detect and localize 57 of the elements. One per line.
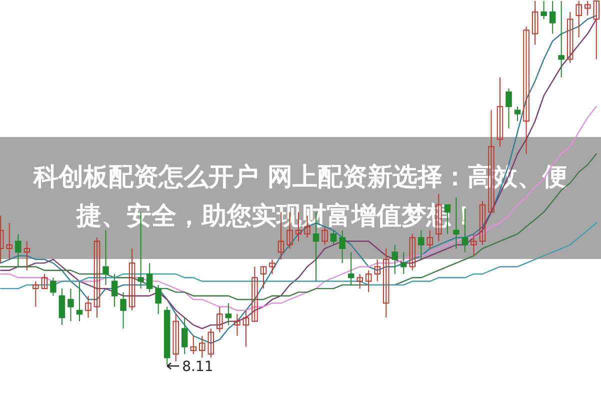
- candlestick: [102, 230, 109, 286]
- candlestick: [549, 0, 556, 34]
- candlestick: [85, 295, 92, 318]
- candlestick: [155, 284, 162, 315]
- candlestick: [24, 240, 30, 271]
- candlestick: [269, 258, 276, 274]
- candlestick: [409, 233, 416, 271]
- candlestick: [392, 244, 398, 274]
- candlestick: [181, 317, 188, 355]
- candlestick: [566, 11, 574, 64]
- candlestick: [6, 222, 13, 260]
- candlestick: [128, 248, 136, 311]
- annotation: 8.11: [182, 359, 214, 375]
- candlestick: [252, 266, 258, 322]
- candlestick: [120, 292, 126, 330]
- candlestick: [216, 306, 223, 333]
- candlestick: [523, 26, 530, 154]
- candlestick: [94, 237, 100, 318]
- candlestick: [172, 314, 179, 362]
- candlestick: [496, 76, 504, 148]
- candlestick: [532, 0, 538, 46]
- candlestick: [111, 274, 118, 308]
- candlestick: [365, 270, 372, 293]
- candlestick: [32, 280, 39, 308]
- candlestick: [479, 200, 486, 246]
- candlestick: [418, 230, 424, 260]
- candlestick: [260, 266, 267, 290]
- candlestick: [558, 0, 564, 78]
- candlestick: [382, 248, 390, 318]
- candlestick: [576, 0, 582, 38]
- candlestick: [356, 274, 363, 290]
- candlestick: [146, 262, 153, 293]
- candlestick: [68, 288, 74, 322]
- candlestick: [348, 252, 354, 286]
- candlestick: [199, 335, 206, 358]
- candlestick: [506, 88, 512, 129]
- candlestick: [470, 233, 477, 256]
- candlestick: [190, 335, 196, 355]
- candlestick: [514, 106, 521, 122]
- candlestick: [584, 0, 591, 16]
- candlestick: [234, 314, 240, 336]
- candlestick: [15, 233, 22, 268]
- candlestick: [58, 288, 66, 326]
- candlestick: [225, 302, 232, 326]
- candlestick: [41, 274, 48, 290]
- candlestick: [339, 230, 346, 264]
- candlestick: [374, 258, 380, 282]
- candlestick: [540, 0, 547, 20]
- candlestick: [50, 277, 56, 296]
- candlestick: [76, 280, 83, 322]
- candlestick: [322, 226, 328, 246]
- candlestick: [330, 230, 337, 246]
- candlestick: [593, 0, 600, 60]
- candlestick: [242, 310, 250, 348]
- candlestick: [400, 252, 407, 274]
- candlestick: [426, 230, 434, 250]
- candlestick: [208, 328, 214, 358]
